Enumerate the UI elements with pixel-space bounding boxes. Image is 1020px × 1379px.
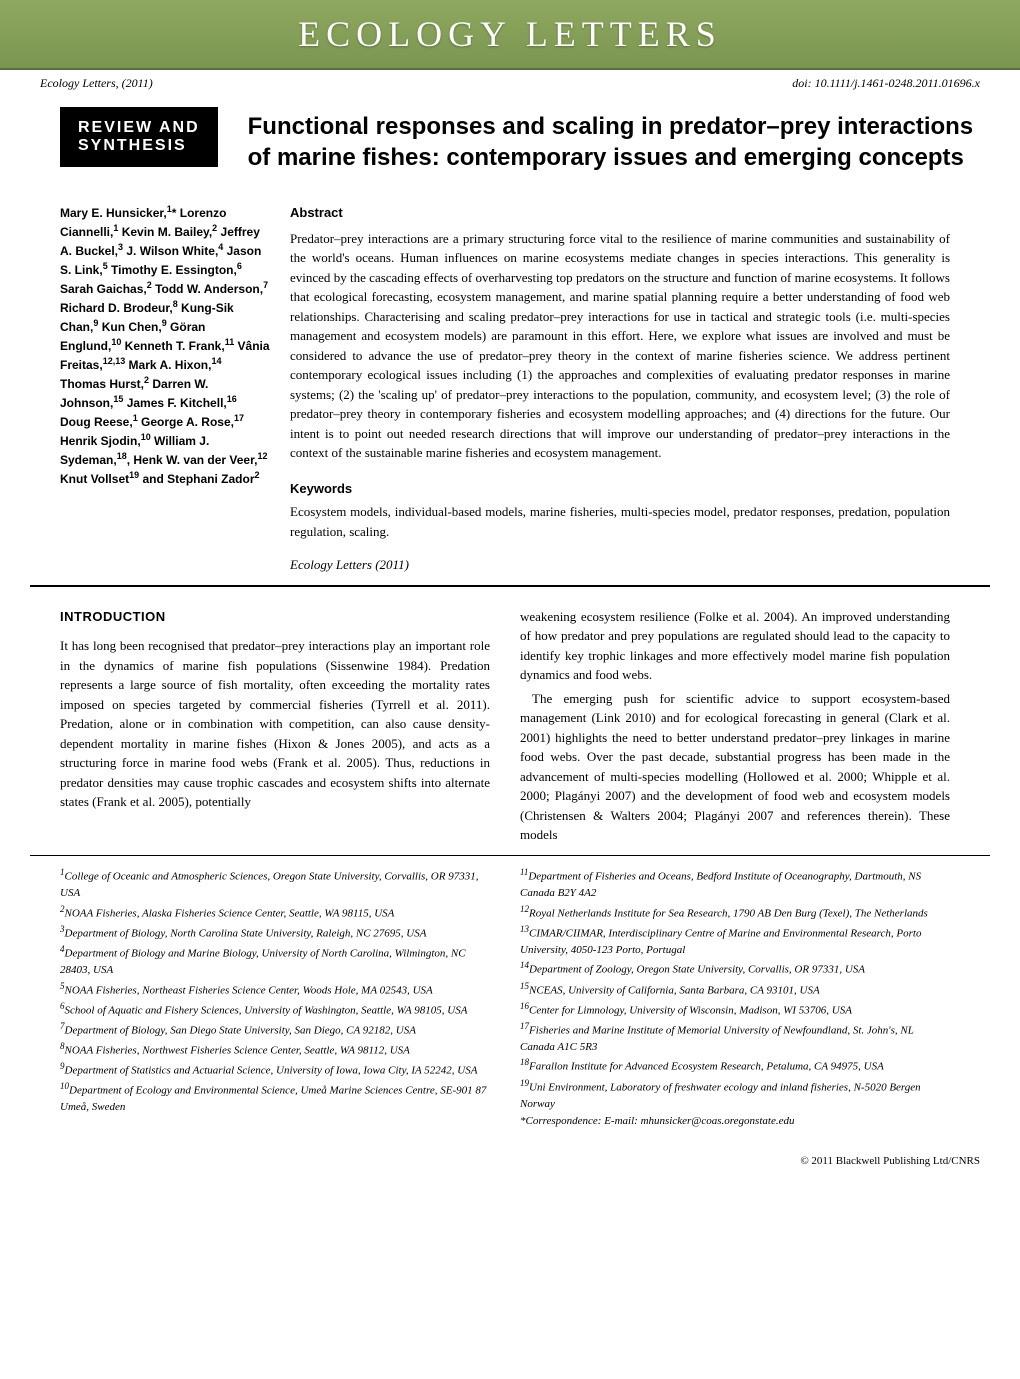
affiliation-item: 14Department of Zoology, Oregon State Un…: [520, 959, 950, 978]
abstract-block: Mary E. Hunsicker,1* Lorenzo Ciannelli,1…: [30, 173, 990, 587]
affiliation-item: 10Department of Ecology and Environmenta…: [60, 1080, 490, 1116]
affiliation-item: 15NCEAS, University of California, Santa…: [520, 980, 950, 999]
article-title: Functional responses and scaling in pred…: [248, 111, 980, 173]
citation: Ecology Letters, (2011): [40, 76, 153, 91]
affiliation-item: 11Department of Fisheries and Oceans, Be…: [520, 866, 950, 902]
journal-banner: ECOLOGY LETTERS: [0, 0, 1020, 70]
intro-heading: INTRODUCTION: [60, 607, 490, 627]
affiliation-item: 17Fisheries and Marine Institute of Memo…: [520, 1020, 950, 1056]
affiliation-item: 19Uni Environment, Laboratory of freshwa…: [520, 1077, 950, 1113]
section-tag: REVIEW AND SYNTHESIS: [60, 107, 218, 167]
section-tag-line2: SYNTHESIS: [78, 137, 200, 155]
abstract-heading: Abstract: [290, 203, 950, 223]
affiliation-item: 4Department of Biology and Marine Biolog…: [60, 943, 490, 979]
affiliation-item: 8NOAA Fisheries, Northwest Fisheries Sci…: [60, 1040, 490, 1059]
header-block: REVIEW AND SYNTHESIS Functional response…: [0, 107, 1020, 173]
affiliation-item: 9Department of Statistics and Actuarial …: [60, 1060, 490, 1079]
intro-p1: It has long been recognised that predato…: [60, 636, 490, 812]
affiliations-left: 1College of Oceanic and Atmospheric Scie…: [60, 866, 490, 1131]
meta-row: Ecology Letters, (2011) doi: 10.1111/j.1…: [0, 70, 1020, 97]
affiliation-item: 18Farallon Institute for Advanced Ecosys…: [520, 1056, 950, 1075]
introduction-block: INTRODUCTION It has long been recognised…: [30, 587, 990, 855]
authors-list: Mary E. Hunsicker,1* Lorenzo Ciannelli,1…: [60, 203, 290, 575]
affiliation-item: 3Department of Biology, North Carolina S…: [60, 923, 490, 942]
affiliations-block: 1College of Oceanic and Atmospheric Scie…: [30, 855, 990, 1141]
doi: doi: 10.1111/j.1461-0248.2011.01696.x: [792, 76, 980, 91]
journal-title: ECOLOGY LETTERS: [298, 13, 722, 55]
keywords-text: Ecosystem models, individual-based model…: [290, 502, 950, 541]
affiliations-right: 11Department of Fisheries and Oceans, Be…: [520, 866, 950, 1131]
affiliation-item: 13CIMAR/CIIMAR, Interdisciplinary Centre…: [520, 923, 950, 959]
section-tag-line1: REVIEW AND: [78, 119, 200, 137]
affiliation-item: *Correspondence: E-mail: mhunsicker@coas…: [520, 1113, 950, 1130]
abstract-citation: Ecology Letters (2011): [290, 555, 950, 575]
abstract-text: Predator–prey interactions are a primary…: [290, 229, 950, 463]
intro-p3: The emerging push for scientific advice …: [520, 689, 950, 845]
affiliation-item: 16Center for Limnology, University of Wi…: [520, 1000, 950, 1019]
affiliation-item: 2NOAA Fisheries, Alaska Fisheries Scienc…: [60, 903, 490, 922]
copyright-footer: © 2011 Blackwell Publishing Ltd/CNRS: [0, 1141, 1020, 1181]
affiliation-item: 6School of Aquatic and Fishery Sciences,…: [60, 1000, 490, 1019]
intro-p2: weakening ecosystem resilience (Folke et…: [520, 607, 950, 685]
affiliation-item: 1College of Oceanic and Atmospheric Scie…: [60, 866, 490, 902]
affiliation-item: 7Department of Biology, San Diego State …: [60, 1020, 490, 1039]
affiliation-item: 12Royal Netherlands Institute for Sea Re…: [520, 903, 950, 922]
keywords-heading: Keywords: [290, 479, 950, 499]
affiliation-item: 5NOAA Fisheries, Northeast Fisheries Sci…: [60, 980, 490, 999]
